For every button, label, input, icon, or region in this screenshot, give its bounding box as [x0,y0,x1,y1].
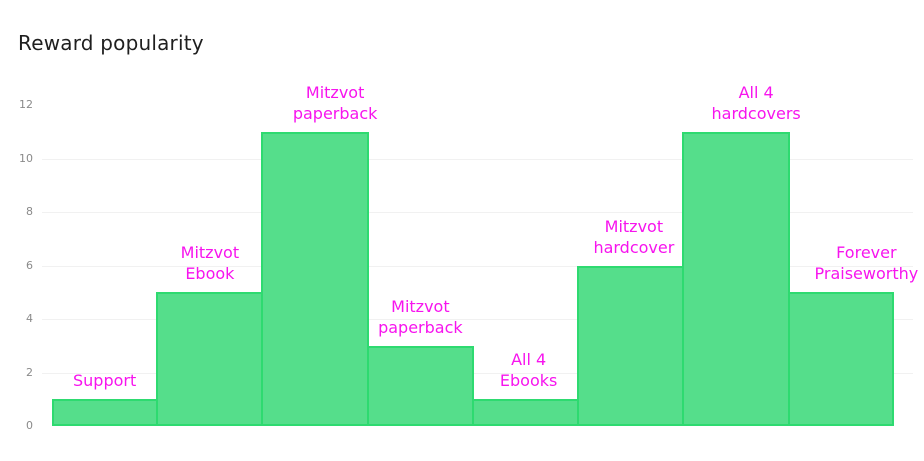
gridline [42,319,913,320]
bar-label-line: Mitzvot [180,243,240,263]
bar-label-8: Forever Praiseworthy [756,242,924,284]
y-axis-tick: 6 [26,258,33,272]
gridline [42,265,913,267]
bar-7 [682,131,790,426]
bar-label-line: Support [73,371,137,391]
bar-label-6: Mitzvot hardcover [524,216,744,258]
bar-4 [366,345,475,426]
bar-label-line: hardcover [593,237,675,257]
bar-label-4: Mitzvot paperback [310,296,530,338]
bar-label-line: Forever [836,243,897,263]
y-axis-tick: 10 [19,151,33,165]
bar-1 [52,399,159,426]
gridline [42,372,913,374]
bar-label-line: Mitzvot [604,216,664,236]
bar-2 [156,292,264,426]
bar-label-1: Support [0,370,215,391]
bar-6 [577,265,685,426]
chart-title: Reward popularity [18,31,204,55]
y-axis-tick: 2 [26,365,33,379]
bar-label-line: All 4 [738,82,774,102]
bar-label-5: All 4 Ebooks [419,349,639,391]
bar-label-line: Mitzvot [391,296,450,316]
bar-label-line: Ebooks [499,371,558,391]
bar-label-line: paperback [378,317,463,337]
bar-label-line: Praiseworthy [814,264,919,284]
bar-label-line: paperback [292,103,378,123]
gridline [42,158,913,160]
bar-label-2: Mitzvot Ebook [100,242,320,284]
bar-label-line: Mitzvot [305,82,365,102]
bar-3 [261,131,369,426]
bar-label-line: All 4 [511,350,547,370]
y-axis-tick: 8 [26,205,33,218]
y-axis-tick: 4 [26,312,33,325]
bar-label-line: Ebook [185,264,235,284]
bar-8 [787,292,894,426]
bar-5 [471,399,580,426]
bar-label-line: hardcovers [711,103,801,123]
bar-label-7: All 4 hardcovers [646,82,866,124]
y-axis-tick: 12 [19,98,33,111]
y-axis-tick: 0 [26,419,33,432]
gridline [42,212,913,213]
bar-label-3: Mitzvot paperback [225,82,445,124]
